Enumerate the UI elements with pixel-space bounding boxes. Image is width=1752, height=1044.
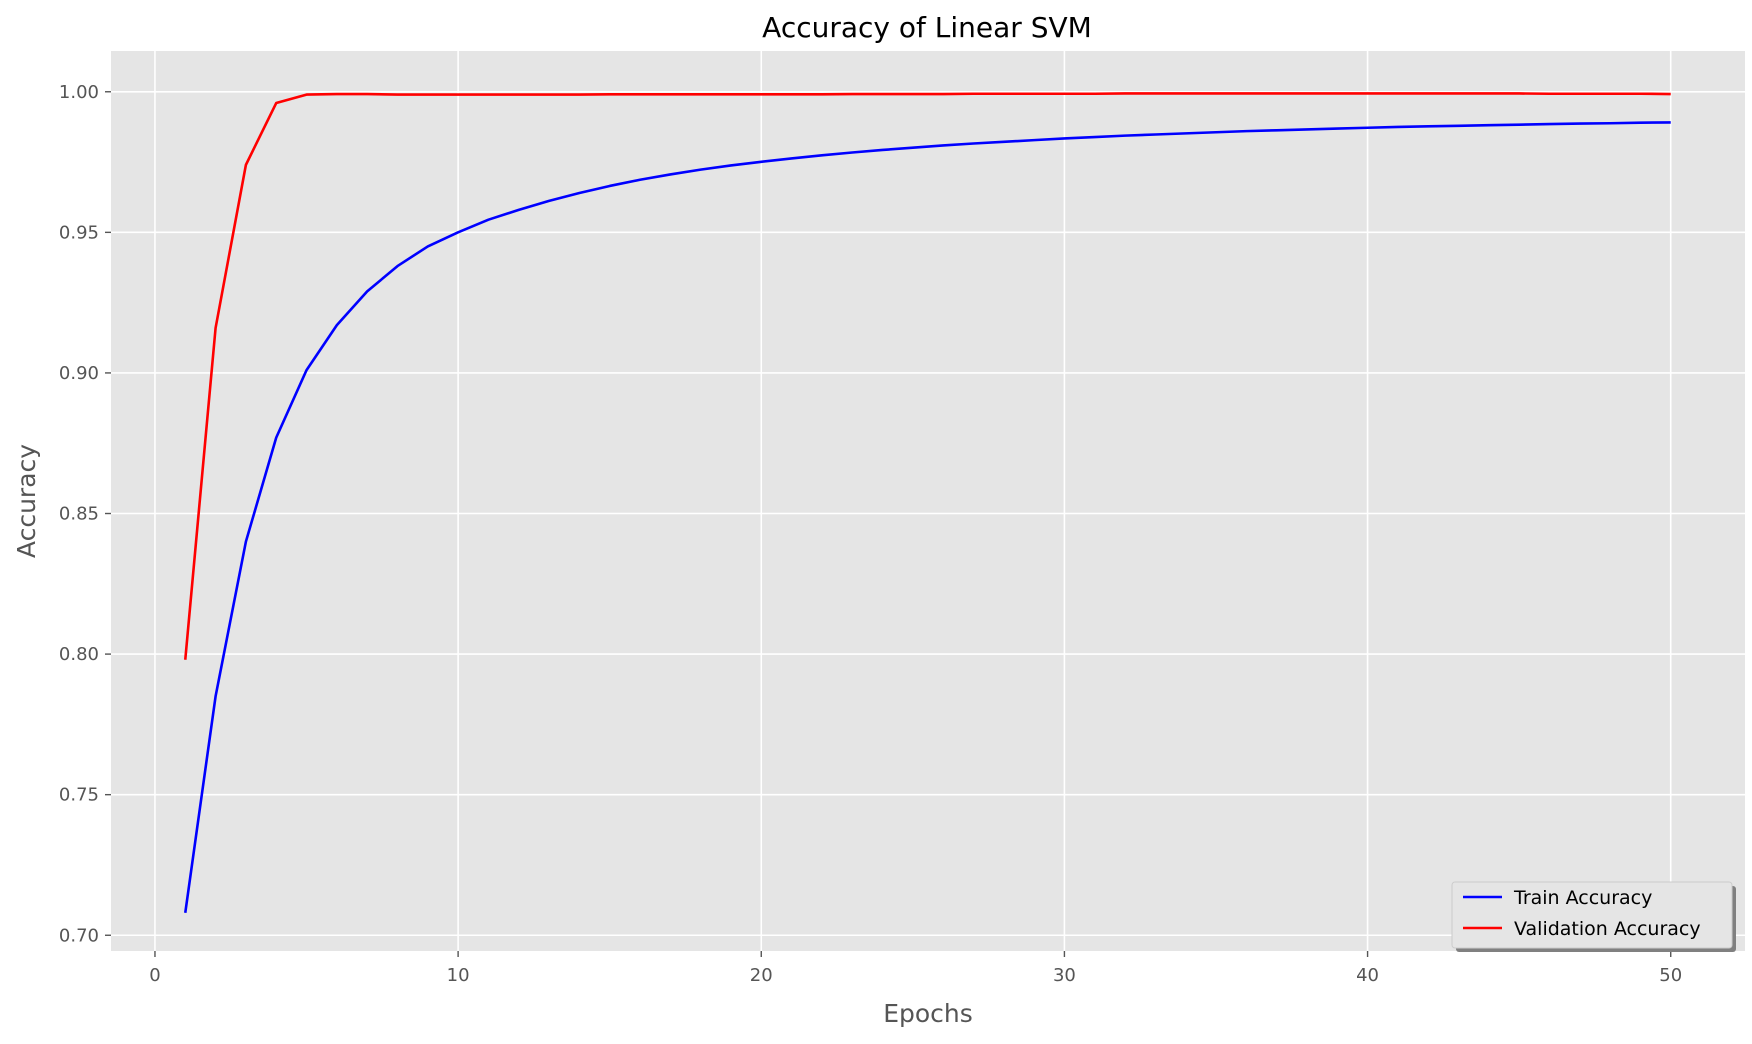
y-axis-label: Accuracy [12, 444, 41, 558]
x-tick-label: 30 [1053, 965, 1076, 986]
series-line-validation-accuracy [183, 92, 1671, 660]
legend-box [1451, 881, 1733, 949]
plot-area [111, 51, 1745, 951]
legend: Train Accuracy Validation Accuracy [1451, 881, 1733, 949]
y-tick-label: 0.85 [59, 504, 99, 525]
series-line-train-accuracy [183, 121, 1671, 913]
x-tick-label: 20 [750, 965, 773, 986]
y-tick-label: 0.70 [59, 925, 99, 946]
chart-title: Accuracy of Linear SVM [762, 11, 1092, 44]
y-tick-label: 0.90 [59, 363, 99, 384]
tick-layer: 0 10 20 30 40 50 0.70 0.75 0.80 0.85 0.90 0.95 1.00 [59, 82, 1682, 986]
x-tick-label: 0 [149, 965, 160, 986]
x-tick-label: 40 [1356, 965, 1379, 986]
y-tick-label: 0.95 [59, 222, 99, 243]
y-tick-label: 0.75 [59, 785, 99, 806]
y-tick-label: 0.80 [59, 644, 99, 665]
x-axis-label: Epochs [883, 999, 973, 1028]
x-tick-label: 10 [447, 965, 470, 986]
x-tick-label: 50 [1659, 965, 1682, 986]
series-layer [183, 92, 1671, 913]
y-tick-label: 1.00 [59, 82, 99, 103]
legend-label-validation: Validation Accuracy [1514, 918, 1701, 940]
legend-label-train: Train Accuracy [1513, 887, 1652, 909]
